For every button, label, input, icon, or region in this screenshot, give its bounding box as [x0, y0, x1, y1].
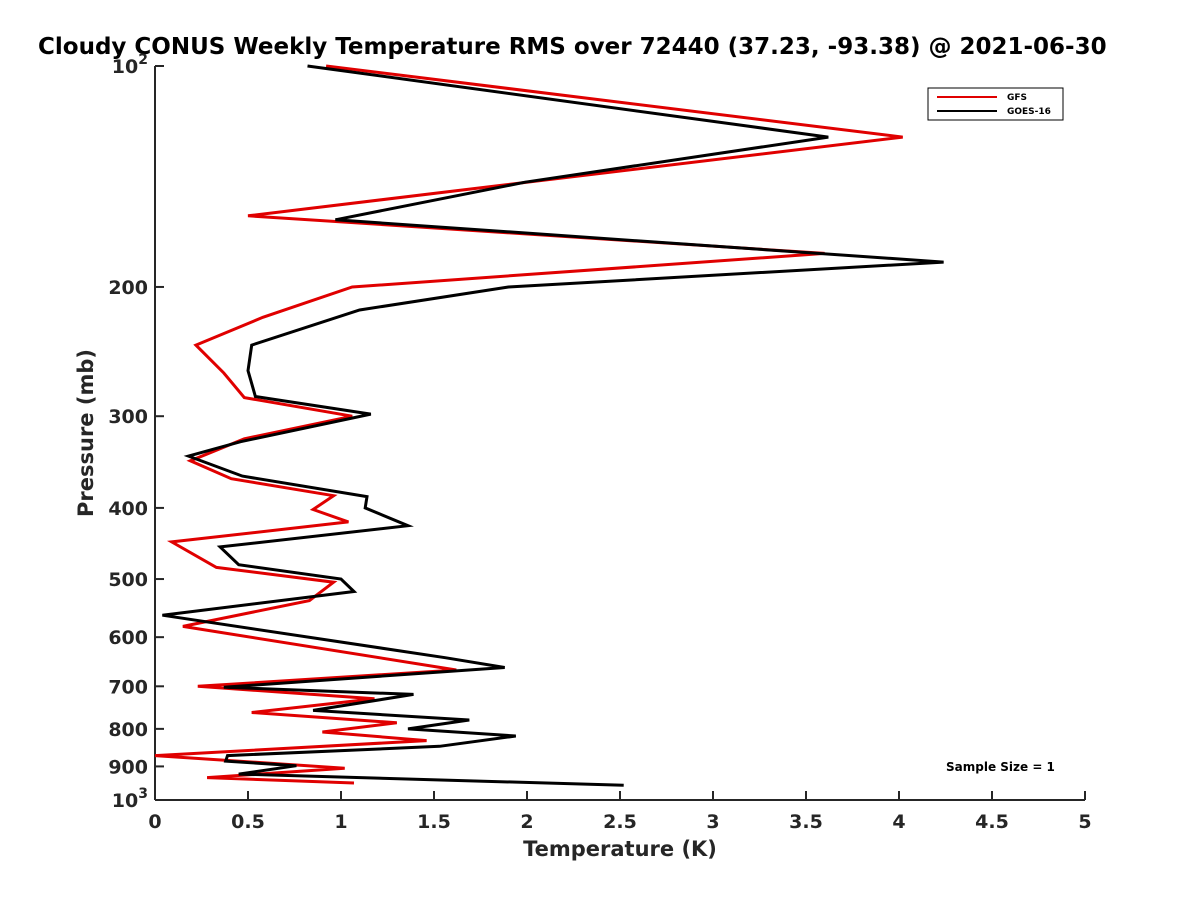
y-tick-label: 800 — [108, 719, 148, 741]
chart-title: Cloudy CONUS Weekly Temperature RMS over… — [38, 34, 1107, 60]
legend-label-gfs: GFS — [1007, 93, 1027, 103]
sample-size-annotation: Sample Size = 1 — [946, 760, 1055, 774]
y-tick-label: 900 — [108, 756, 148, 778]
x-tick-label: 0 — [148, 811, 161, 833]
x-tick-label: 1.5 — [417, 811, 451, 833]
y-tick-label-exponent: 2 — [138, 52, 148, 68]
x-tick-label: 2 — [520, 811, 533, 833]
x-axis-label: Temperature (K) — [523, 837, 717, 861]
y-tick-label: 500 — [108, 569, 148, 591]
series-line-gfs — [154, 64, 903, 785]
x-tick-label: 4.5 — [975, 811, 1009, 833]
y-tick-label: 700 — [108, 676, 148, 698]
y-tick-label: 200 — [108, 277, 148, 299]
x-ticks: 0 0.5 1 1.5 2 2.5 3 3.5 4 4.5 5 — [148, 791, 1092, 833]
x-tick-label: 2.5 — [603, 811, 637, 833]
legend-box — [927, 87, 1064, 121]
y-tick-label-exponent: 3 — [138, 786, 148, 802]
y-tick-label: 103 — [112, 786, 148, 812]
x-tick-label: 5 — [1078, 811, 1091, 833]
series-lines — [154, 64, 944, 787]
y-tick-label: 300 — [108, 406, 148, 428]
x-tick-label: 3.5 — [789, 811, 823, 833]
y-tick-label: 600 — [108, 627, 148, 649]
x-tick-label: 0.5 — [231, 811, 265, 833]
x-tick-label: 3 — [706, 811, 719, 833]
y-tick-label: 400 — [108, 498, 148, 520]
x-tick-label: 4 — [892, 811, 905, 833]
legend: GFS GOES-16 — [927, 87, 1064, 121]
y-axis-label: Pressure (mb) — [74, 349, 98, 517]
series-line-goes16 — [162, 64, 944, 787]
y-tick-label-base: 10 — [112, 56, 138, 78]
y-tick-label-base: 10 — [112, 790, 138, 812]
y-tick-label: 102 — [112, 52, 148, 78]
x-tick-label: 1 — [334, 811, 347, 833]
legend-label-goes16: GOES-16 — [1007, 107, 1051, 117]
